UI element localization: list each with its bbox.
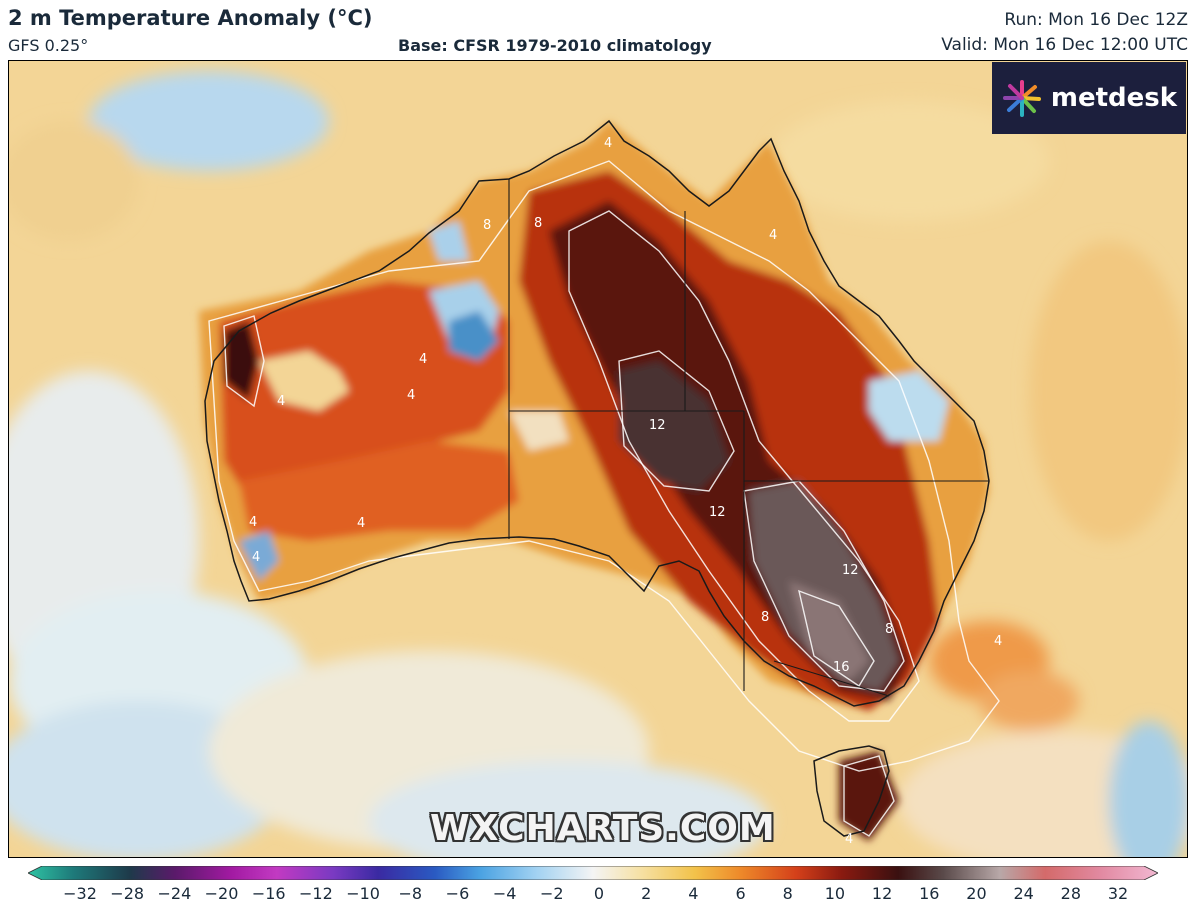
contour-label: 4 [407, 388, 415, 403]
contour-label: 4 [419, 352, 427, 367]
colorbar-tick-label: −12 [299, 884, 333, 903]
contour-label: 4 [357, 516, 365, 531]
contour-label: 8 [534, 216, 542, 231]
colorbar-tick-label: 28 [1060, 884, 1081, 903]
contour-label: 12 [709, 505, 726, 520]
contour-label: 12 [842, 563, 859, 578]
metdesk-logo: metdesk [992, 62, 1186, 134]
contour-label: 4 [769, 228, 777, 243]
colorbar-tick-label: −20 [204, 884, 239, 903]
map-panel[interactable]: 8 8 4 4 4 4 4 12 12 12 8 8 16 4 4 4 4 4 [8, 60, 1188, 858]
colorbar-tick-label: −4 [492, 884, 517, 903]
contour-label: 12 [649, 418, 666, 433]
colorbar-tick-label: 2 [641, 884, 652, 903]
colorbar-tick-label: −10 [346, 884, 380, 903]
colorbar-tick-label: 4 [688, 884, 699, 903]
tasmania-coastline [813, 745, 890, 837]
colorbar-tick-label: 16 [919, 884, 940, 903]
base-climatology-label: Base: CFSR 1979-2010 climatology [398, 36, 712, 55]
colorbar-tick-label: 20 [966, 884, 987, 903]
colorbar-tick-label: 8 [782, 884, 793, 903]
starburst-logo-icon [1002, 80, 1041, 117]
contour-label: 8 [761, 610, 769, 625]
colorbar-tick-label: −32 [63, 884, 97, 903]
land-anomaly-field [199, 121, 989, 841]
contour-label: 4 [845, 832, 853, 847]
logo-text: metdesk [1050, 83, 1178, 113]
contour-label: 8 [885, 622, 893, 637]
anomaly-map: 8 8 4 4 4 4 4 12 12 12 8 8 16 4 4 4 4 4 [9, 61, 1187, 857]
colorbar-tick-label: 12 [871, 884, 893, 903]
contour-label: 16 [833, 660, 850, 675]
colorbar-tick-label: −16 [251, 884, 286, 903]
colorbar-tick-label: −24 [157, 884, 192, 903]
colorbar-tick-label: 10 [824, 884, 846, 903]
colorbar [28, 866, 1158, 880]
contour-label: 4 [252, 550, 260, 565]
australia-coastline [204, 119, 990, 707]
colorbar-tick-label: 0 [593, 884, 605, 903]
colorbar-tick-label: 32 [1107, 884, 1129, 903]
colorbar-tick-label: −2 [540, 884, 564, 903]
colorbar-tick-label: −6 [445, 884, 470, 903]
contour-label: 8 [483, 218, 491, 233]
contour-label: 4 [994, 634, 1002, 649]
contour-label: 4 [277, 394, 285, 409]
map-title: 2 m Temperature Anomaly (°C) [8, 6, 373, 30]
watermark: WXCHARTS.COM [430, 808, 776, 849]
run-time-label: Run: Mon 16 Dec 12Z [1004, 10, 1188, 30]
contour-label: 4 [249, 515, 257, 530]
colorbar-tick-label: 6 [735, 884, 746, 903]
contour-label: 4 [604, 136, 612, 151]
model-label: GFS 0.25° [8, 36, 89, 55]
state-borders [508, 179, 989, 697]
contour-labels: 8 8 4 4 4 4 4 12 12 12 8 8 16 4 4 4 4 4 [249, 136, 1002, 847]
ocean-anomaly-blobs [9, 71, 1187, 857]
colorbar-tick-label: −8 [398, 884, 423, 903]
colorbar-tick-label: 24 [1013, 884, 1034, 903]
colorbar-ticks: −32 −28 −24 −20 −16 −12 −10 −8 −6 −4 −2 0 2 4 6 8 10 12 16… [0, 884, 1200, 914]
colorbar-tick-label: −28 [110, 884, 145, 903]
valid-time-label: Valid: Mon 16 Dec 12:00 UTC [941, 35, 1188, 55]
